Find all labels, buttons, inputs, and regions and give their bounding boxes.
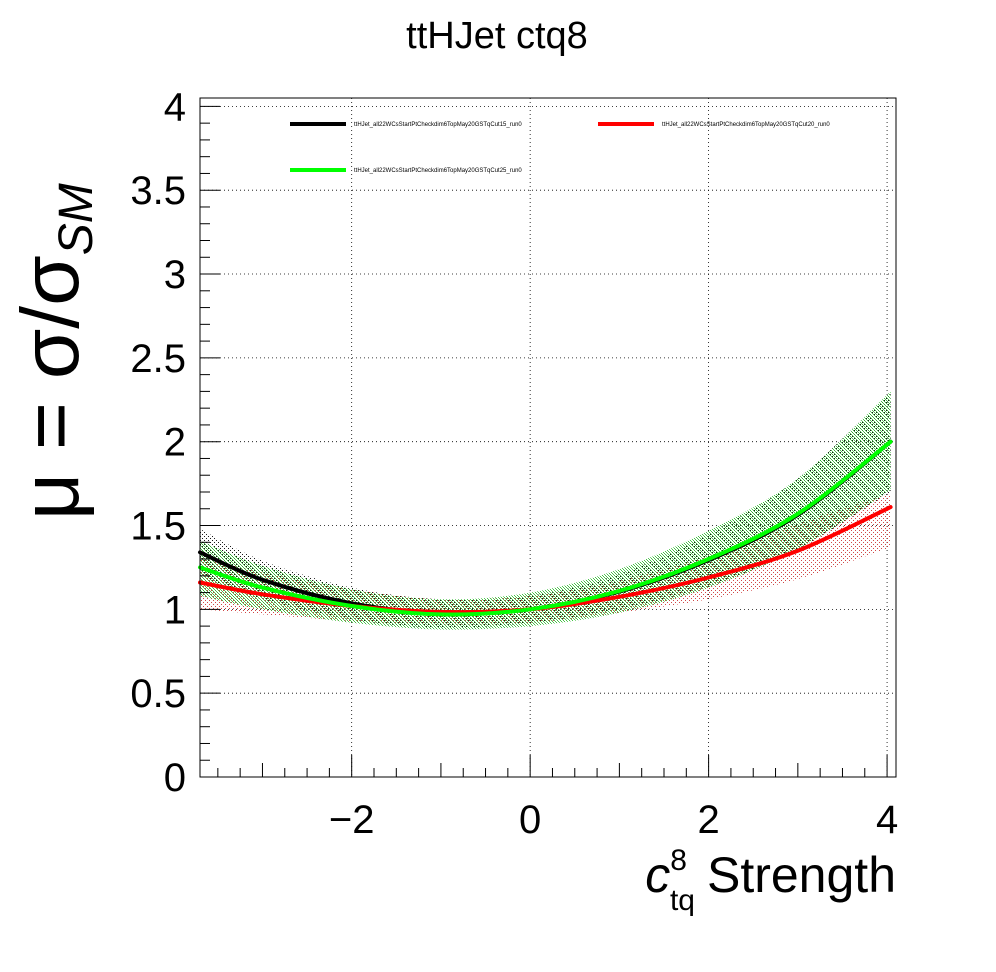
y-tick-label: 0.5 xyxy=(130,672,186,716)
y-tick-label: 0 xyxy=(164,756,186,800)
y-tick-label: 3 xyxy=(164,253,186,297)
x-tick-label: 2 xyxy=(697,798,719,842)
legend-label-2: ttHJet_all22WCsStartPtCheckdim6TopMay20G… xyxy=(354,168,522,174)
x-tick-label: −2 xyxy=(329,798,375,842)
x-axis-label-superscript: 8 xyxy=(670,844,687,877)
chart-title: ttHJet ctq8 xyxy=(406,15,588,57)
x-axis-label-subscript: tq xyxy=(670,884,695,917)
x-tick-label: 4 xyxy=(876,798,898,842)
x-axis-label-symbol: c xyxy=(645,847,670,903)
y-tick-label: 1.5 xyxy=(130,505,186,549)
series-lines xyxy=(198,439,893,617)
series-1-band xyxy=(200,493,891,625)
legend-label-1: ttHJet_all22WCsStartPtCheckdim6TopMay20G… xyxy=(662,122,830,128)
x-axis-label: c8 tq Strength xyxy=(645,844,896,917)
grid xyxy=(200,98,896,777)
y-tick-label: 4 xyxy=(164,85,186,129)
y-tick-label: 2.5 xyxy=(130,337,186,381)
x-axis-label-suffix: Strength xyxy=(707,847,896,903)
y-tick-label: 1 xyxy=(164,588,186,632)
x-axis: −2 0 2 4 xyxy=(217,755,898,842)
y-axis-label: μ = σ/σSM xyxy=(5,183,103,520)
x-tick-label: 0 xyxy=(519,798,541,842)
series-2-line xyxy=(198,439,893,617)
series-2-band xyxy=(200,391,891,630)
legend: ttHJet_all22WCsStartPtCheckdim6TopMay20G… xyxy=(290,122,830,174)
error-bands xyxy=(200,391,891,630)
y-axis: 0 0.5 1 1.5 2 2.5 3 3.5 4 xyxy=(130,85,220,800)
y-tick-label: 2 xyxy=(164,421,186,465)
plot-frame xyxy=(199,97,897,778)
y-tick-label: 3.5 xyxy=(130,169,186,213)
legend-label-0: ttHJet_all22WCsStartPtCheckdim6TopMay20G… xyxy=(354,122,522,128)
y-axis-label-subscript: SM xyxy=(50,183,103,255)
